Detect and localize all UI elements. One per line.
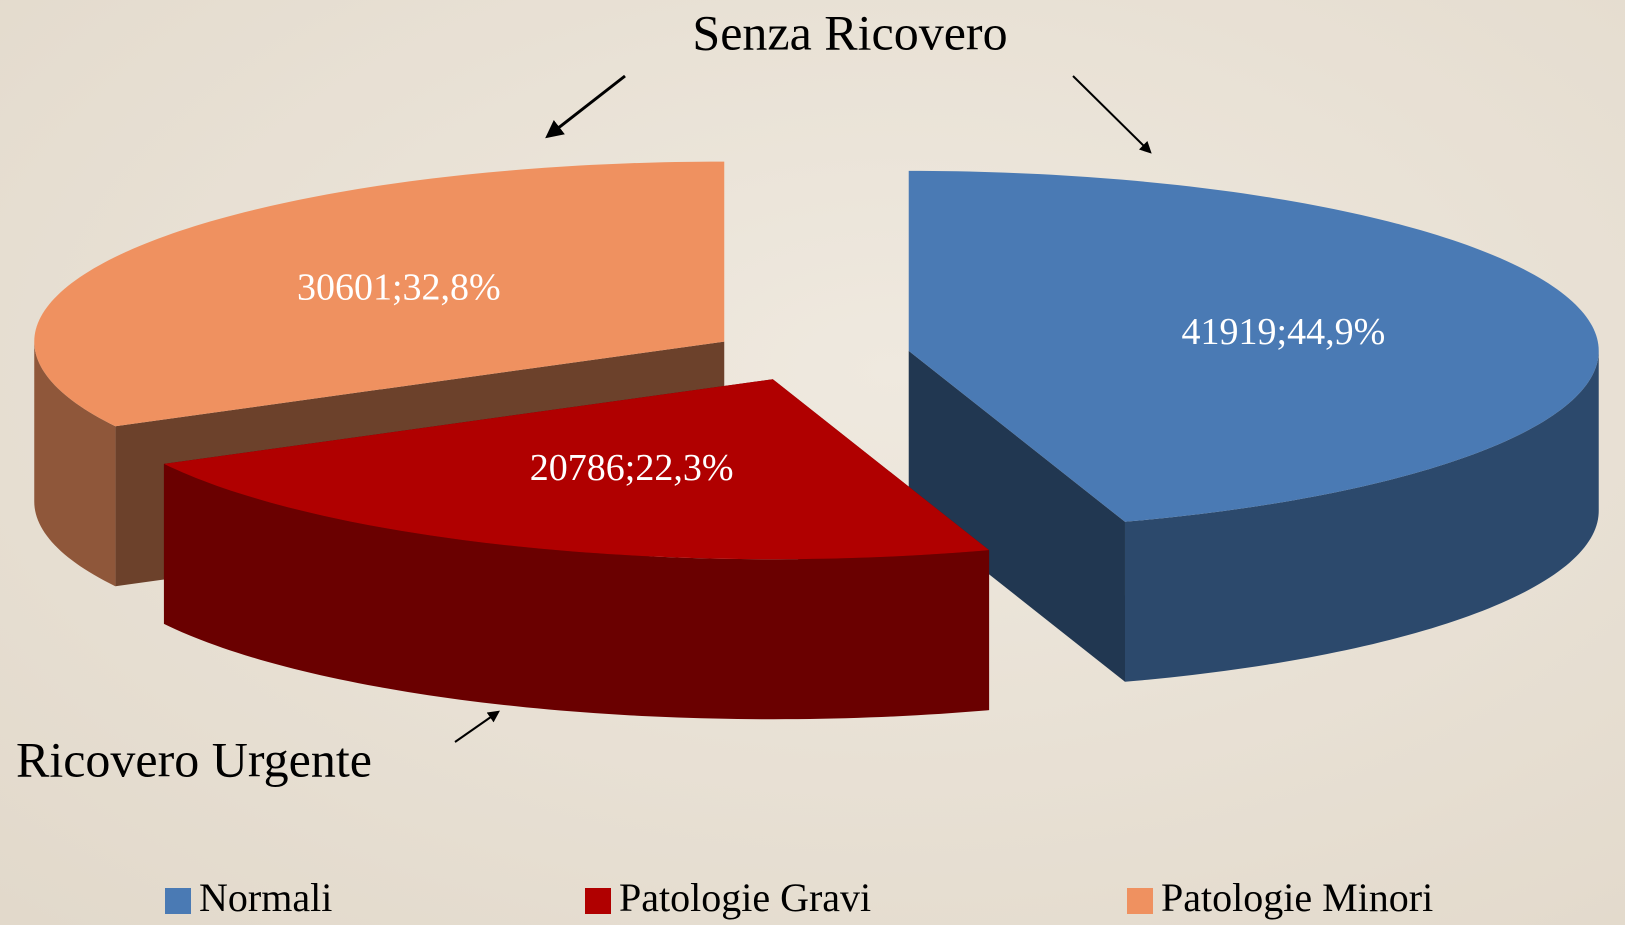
slice-side	[34, 341, 116, 587]
annotation: Senza Ricovero	[692, 4, 1007, 60]
slice-side	[163, 463, 990, 720]
pie: 30601;32,8% 41919;44,9% 20786;22,3%	[34, 161, 1599, 720]
data-label: 41919;44,9%	[1182, 311, 1386, 353]
legend-label: Patologie Minori	[1161, 875, 1433, 920]
slice	[908, 170, 1599, 682]
data-label: 20786;22,3%	[530, 447, 734, 489]
slice	[163, 379, 990, 720]
slice-side	[1124, 350, 1599, 682]
legend-swatch	[165, 888, 191, 914]
slice-top	[34, 161, 725, 427]
slice-top	[908, 170, 1599, 522]
legend-label: Patologie Gravi	[619, 875, 871, 920]
legend-swatch	[585, 888, 611, 914]
slice-wall	[908, 350, 1125, 682]
legend: Normali Patologie Gravi Patologie Minori	[165, 875, 1433, 920]
legend-swatch	[1127, 888, 1153, 914]
legend-label: Normali	[199, 875, 332, 920]
arrow	[454, 710, 500, 743]
arrow	[545, 74, 626, 139]
data-label: 30601;32,8%	[297, 266, 501, 308]
slice-top	[163, 379, 990, 560]
annotation: Ricovero Urgente	[16, 731, 372, 787]
arrow	[1072, 75, 1152, 154]
